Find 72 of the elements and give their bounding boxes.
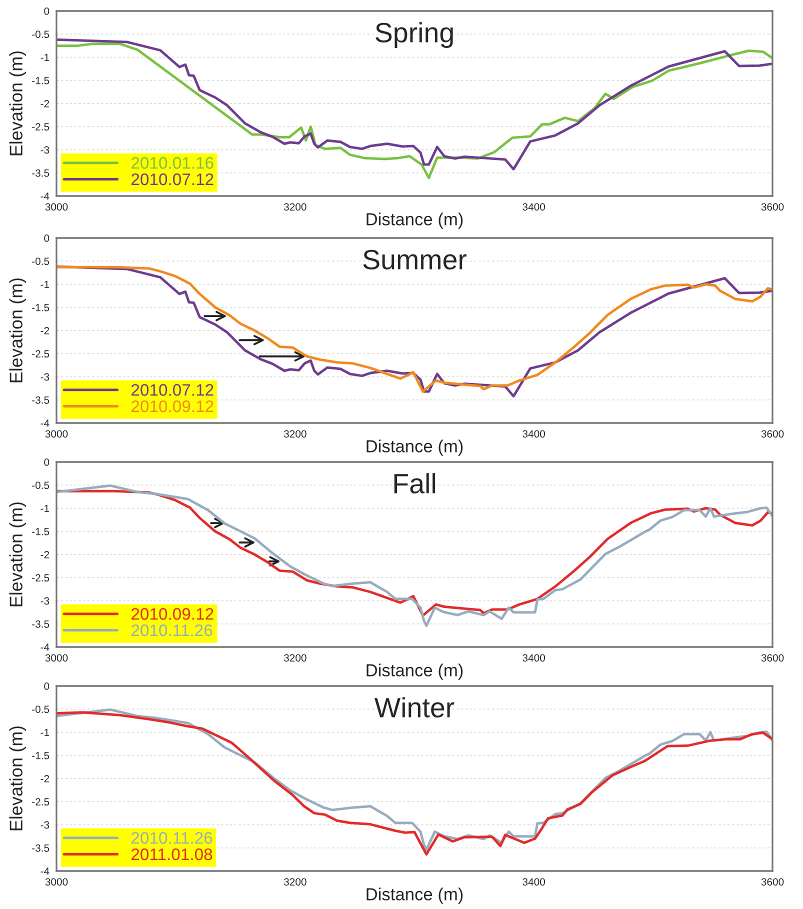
y-tick-label: -1 [40, 728, 50, 736]
y-axis-title: Elevation (m) [9, 726, 26, 830]
y-tick-label: -2 [40, 551, 50, 558]
x-tick-label: 3400 [522, 878, 546, 886]
y-tick-label: -4 [40, 420, 50, 427]
y-tick-label: -4 [40, 868, 50, 875]
x-tick-label: 3200 [284, 654, 306, 662]
x-tick-label: 3000 [45, 430, 68, 438]
x-tick-label: 3000 [45, 654, 68, 662]
y-axis-title: Elevation (m) [9, 278, 26, 382]
y-tick-label: -0.5 [32, 30, 50, 38]
chart-title: Fall [394, 473, 436, 494]
y-tick-label: -0.5 [32, 482, 50, 489]
y-axis-title: Elevation (m) [9, 51, 26, 156]
x-tick-label: 3400 [522, 203, 546, 211]
y-tick-label: -1 [40, 280, 50, 288]
x-tick-label: 3400 [522, 430, 546, 438]
y-tick-label: -3.5 [32, 620, 50, 628]
legend-label: 2010.11.26 [132, 832, 212, 844]
chart-title: Summer [363, 250, 467, 270]
y-tick-label: -3 [40, 373, 50, 381]
y-tick-label: -2.5 [32, 798, 50, 806]
x-tick-label: 3600 [761, 203, 784, 211]
legend-label: 2010.07.12 [132, 384, 214, 396]
x-axis-title: Distance (m) [366, 888, 463, 904]
y-tick-label: 0 [44, 458, 50, 466]
y-tick-label: -1.5 [32, 76, 50, 84]
y-tick-label: -1.5 [32, 304, 50, 312]
x-tick-label: 3600 [761, 430, 784, 438]
x-tick-label: 3200 [284, 430, 306, 438]
chart-title: Spring [376, 22, 453, 48]
x-tick-label: 3600 [761, 878, 784, 886]
x-tick-label: 3200 [284, 878, 306, 886]
x-axis-title: Distance (m) [366, 212, 463, 229]
y-tick-label: -1.5 [32, 752, 50, 760]
x-tick-label: 3600 [761, 654, 784, 662]
y-tick-label: -3 [40, 146, 50, 154]
x-tick-label: 3400 [522, 654, 546, 662]
y-tick-label: -3.5 [32, 844, 50, 852]
legend-label: 2010.11.26 [132, 624, 212, 636]
x-tick-label: 3200 [284, 203, 306, 211]
y-tick-label: -3 [40, 597, 50, 605]
y-tick-label: -3.5 [32, 396, 50, 404]
y-tick-label: 0 [44, 682, 50, 690]
legend-label: 2010.07.12 [132, 173, 214, 186]
y-tick-label: -2 [40, 775, 50, 782]
y-tick-label: -4 [40, 644, 50, 651]
x-axis-title: Distance (m) [366, 664, 463, 680]
y-tick-label: -2 [40, 100, 50, 108]
y-tick-label: -0.5 [32, 258, 50, 265]
y-tick-label: -3 [40, 821, 50, 829]
y-tick-label: -2.5 [32, 574, 50, 582]
chart-title: Winter [374, 697, 454, 718]
legend-label: 2010.09.12 [132, 608, 214, 620]
y-tick-label: -0.5 [32, 706, 50, 713]
x-tick-label: 3000 [45, 203, 68, 211]
y-tick-label: -2 [40, 327, 50, 334]
y-tick-label: -1.5 [32, 528, 50, 536]
y-axis-title: Elevation (m) [9, 502, 26, 606]
y-tick-label: -2.5 [32, 350, 50, 358]
legend-label: 2010.01.16 [132, 157, 214, 169]
x-tick-label: 3000 [45, 878, 68, 886]
y-tick-label: 0 [44, 234, 50, 242]
legend-label: 2011.01.08 [132, 848, 212, 860]
y-tick-label: -2.5 [32, 123, 50, 130]
y-tick-label: -1 [40, 504, 50, 512]
legend-label: 2010.09.12 [132, 400, 214, 412]
y-tick-label: -3.5 [32, 169, 50, 177]
y-tick-label: -4 [40, 192, 50, 200]
y-tick-label: -1 [40, 54, 50, 62]
x-axis-title: Distance (m) [366, 440, 463, 456]
y-tick-label: 0 [44, 8, 50, 15]
